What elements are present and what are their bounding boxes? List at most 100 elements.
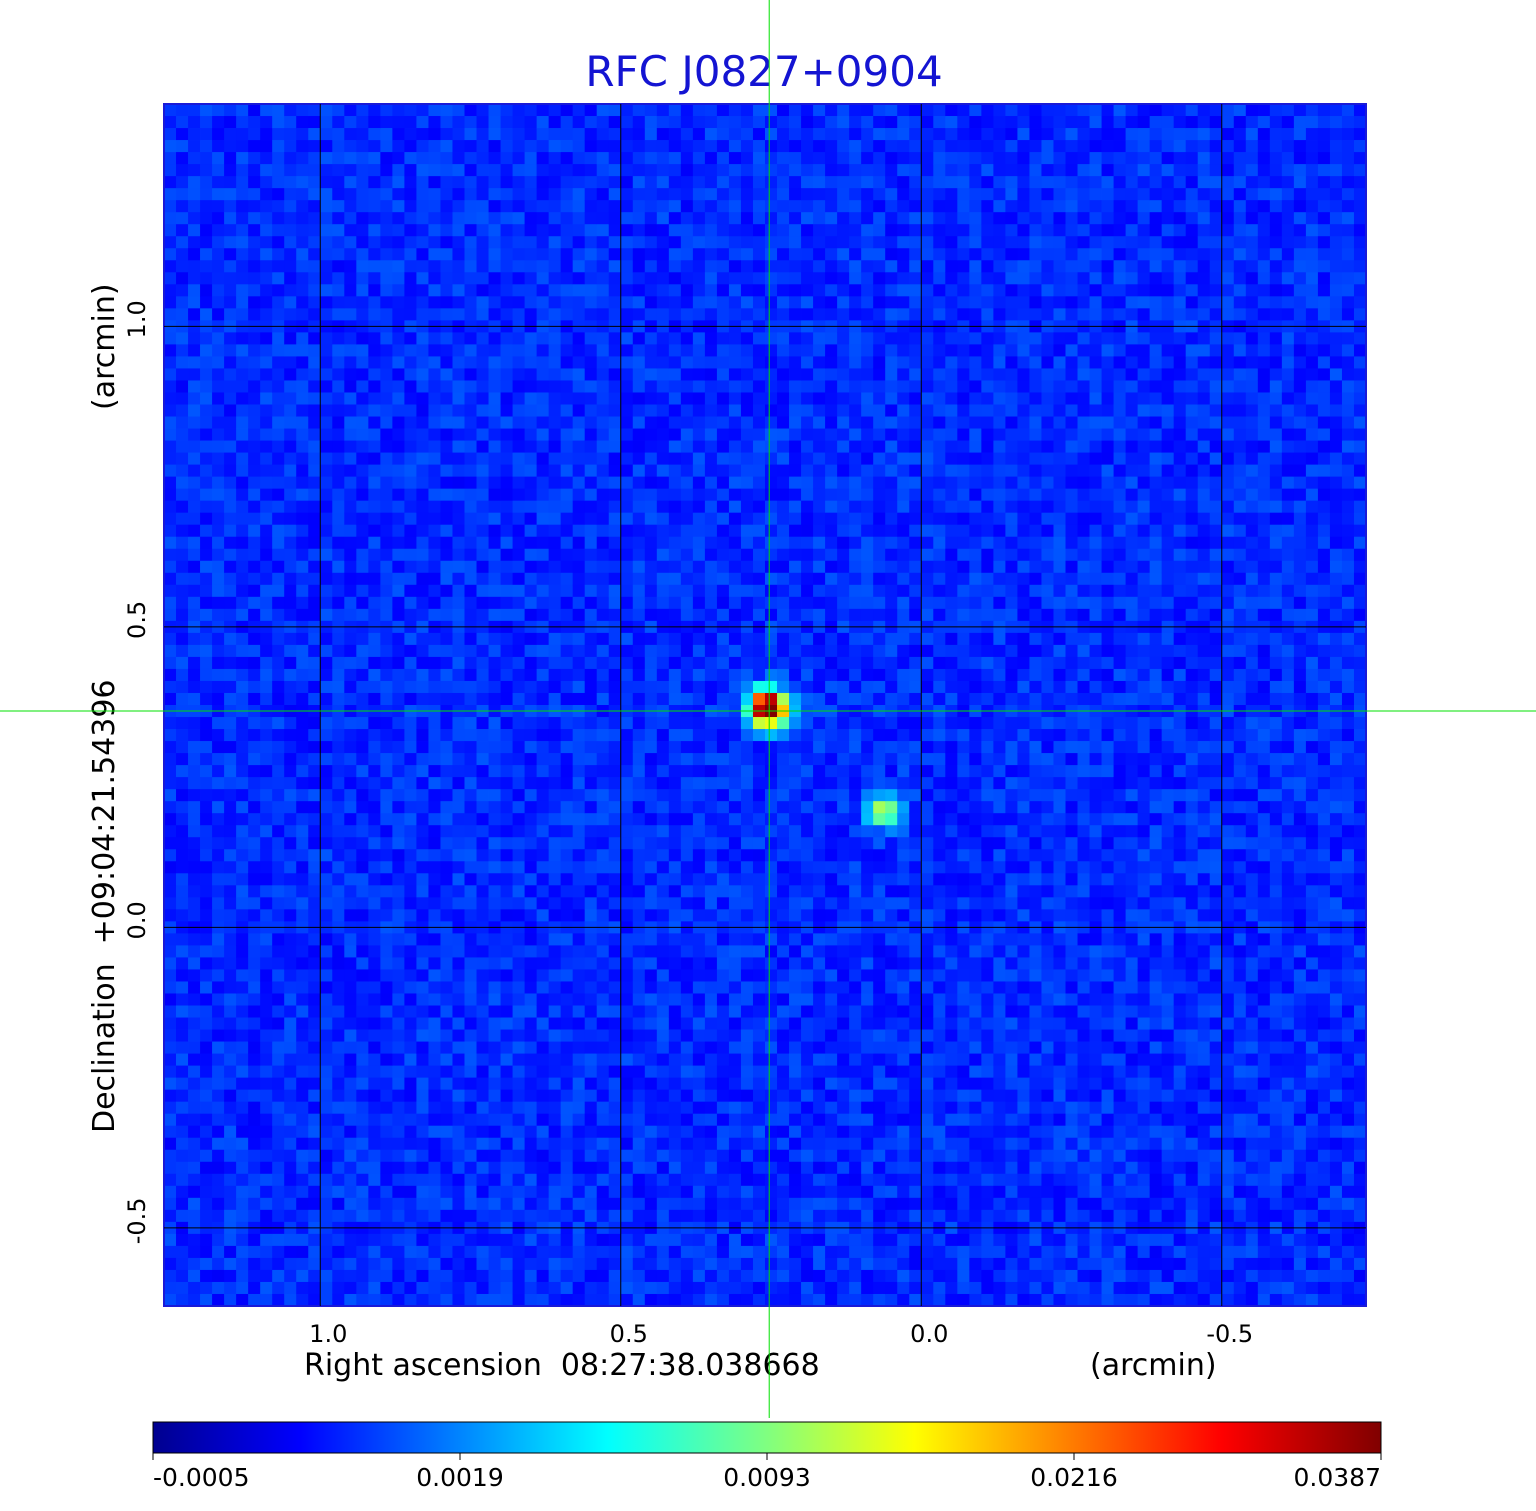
heatmap-cell	[428, 897, 441, 910]
heatmap-cell	[464, 608, 477, 622]
heatmap-cell	[464, 500, 477, 514]
heatmap-cell	[668, 332, 682, 345]
heatmap-cell	[644, 993, 658, 1006]
heatmap-cell	[308, 212, 321, 225]
heatmap-cell	[560, 741, 574, 754]
heatmap-cell	[332, 933, 345, 946]
heatmap-cell	[596, 1017, 610, 1030]
heatmap-cell	[164, 308, 177, 321]
heatmap-cell	[668, 428, 682, 441]
heatmap-cell	[260, 272, 273, 285]
heatmap-cell	[536, 596, 550, 610]
heatmap-cell	[308, 981, 321, 994]
heatmap-cell	[416, 392, 429, 405]
heatmap-cell	[704, 1149, 718, 1163]
heatmap-cell	[704, 1065, 718, 1079]
heatmap-cell	[584, 104, 598, 117]
heatmap-cell	[644, 861, 658, 874]
heatmap-cell	[212, 945, 225, 958]
heatmap-cell	[296, 909, 309, 922]
heatmap-cell	[236, 440, 249, 453]
heatmap-cell	[548, 464, 562, 478]
heatmap-cell	[236, 500, 249, 514]
heatmap-cell	[188, 753, 201, 766]
heatmap-cell	[464, 524, 477, 538]
chart-title: RFC J0827+0904	[585, 47, 942, 96]
heatmap-cell	[392, 308, 405, 321]
heatmap-cell	[572, 825, 586, 838]
heatmap-cell	[284, 344, 297, 357]
heatmap-cell	[344, 404, 357, 417]
heatmap-cell	[428, 969, 441, 982]
heatmap-cell	[212, 248, 225, 261]
heatmap-cell	[476, 164, 489, 177]
heatmap-cell	[224, 188, 237, 201]
heatmap-cell	[656, 1197, 670, 1211]
heatmap-cell	[680, 368, 694, 381]
heatmap-cell	[716, 188, 730, 201]
heatmap-cell	[644, 933, 658, 946]
heatmap-cell	[260, 945, 273, 958]
heatmap-cell	[620, 1053, 634, 1066]
heatmap-cell	[656, 512, 670, 526]
heatmap-cell	[728, 524, 742, 538]
heatmap-cell	[752, 1137, 766, 1151]
heatmap-cell	[692, 849, 706, 862]
heatmap-cell	[320, 608, 333, 622]
heatmap-cell	[188, 1029, 201, 1042]
heatmap-cell	[596, 260, 610, 273]
heatmap-cell	[272, 969, 285, 982]
heatmap-cell	[224, 548, 237, 562]
heatmap-cell	[692, 584, 706, 598]
heatmap-cell	[500, 488, 513, 502]
heatmap-cell	[740, 1029, 754, 1042]
heatmap-cell	[380, 452, 393, 465]
heatmap-cell	[296, 272, 309, 285]
heatmap-cell	[716, 741, 730, 754]
heatmap-cell	[356, 1269, 369, 1283]
heatmap-cell	[716, 344, 730, 357]
heatmap-cell	[572, 1245, 586, 1259]
heatmap-cell	[560, 428, 574, 441]
heatmap-cell	[296, 524, 309, 538]
heatmap-cell	[164, 981, 177, 994]
heatmap-cell	[344, 825, 357, 838]
heatmap-cell	[596, 416, 610, 429]
heatmap-cell	[452, 152, 465, 165]
heatmap-cell	[164, 1065, 177, 1079]
heatmap-cell	[284, 1089, 297, 1103]
heatmap-cell	[188, 1149, 201, 1163]
heatmap-cell	[716, 873, 730, 886]
heatmap-cell	[272, 909, 285, 922]
heatmap-cell	[644, 248, 658, 261]
heatmap-cell	[392, 284, 405, 297]
heatmap-cell	[728, 1113, 742, 1127]
heatmap-cell	[356, 344, 369, 357]
heatmap-cell	[548, 1149, 562, 1163]
heatmap-cell	[320, 789, 333, 802]
heatmap-cell	[272, 404, 285, 417]
heatmap-cell	[740, 296, 754, 309]
heatmap-cell	[260, 1257, 273, 1271]
heatmap-cell	[680, 1161, 694, 1175]
heatmap-cell	[164, 1113, 177, 1127]
heatmap-cell	[716, 1137, 730, 1151]
heatmap-cell	[644, 572, 658, 586]
heatmap-cell	[548, 344, 562, 357]
heatmap-cell	[392, 861, 405, 874]
heatmap-cell	[572, 212, 586, 225]
heatmap-cell	[596, 717, 610, 730]
heatmap-cell	[476, 692, 489, 706]
heatmap-cell	[200, 416, 213, 429]
heatmap-cell	[476, 536, 489, 550]
heatmap-cell	[464, 248, 477, 261]
heatmap-cell	[188, 1137, 201, 1151]
heatmap-cell	[248, 188, 261, 201]
heatmap-cell	[656, 837, 670, 850]
heatmap-cell	[524, 1089, 538, 1103]
heatmap-cell	[668, 584, 682, 598]
heatmap-cell	[584, 1101, 598, 1115]
heatmap-cell	[236, 392, 249, 405]
heatmap-cell	[608, 1125, 622, 1139]
heatmap-cell	[680, 284, 694, 297]
